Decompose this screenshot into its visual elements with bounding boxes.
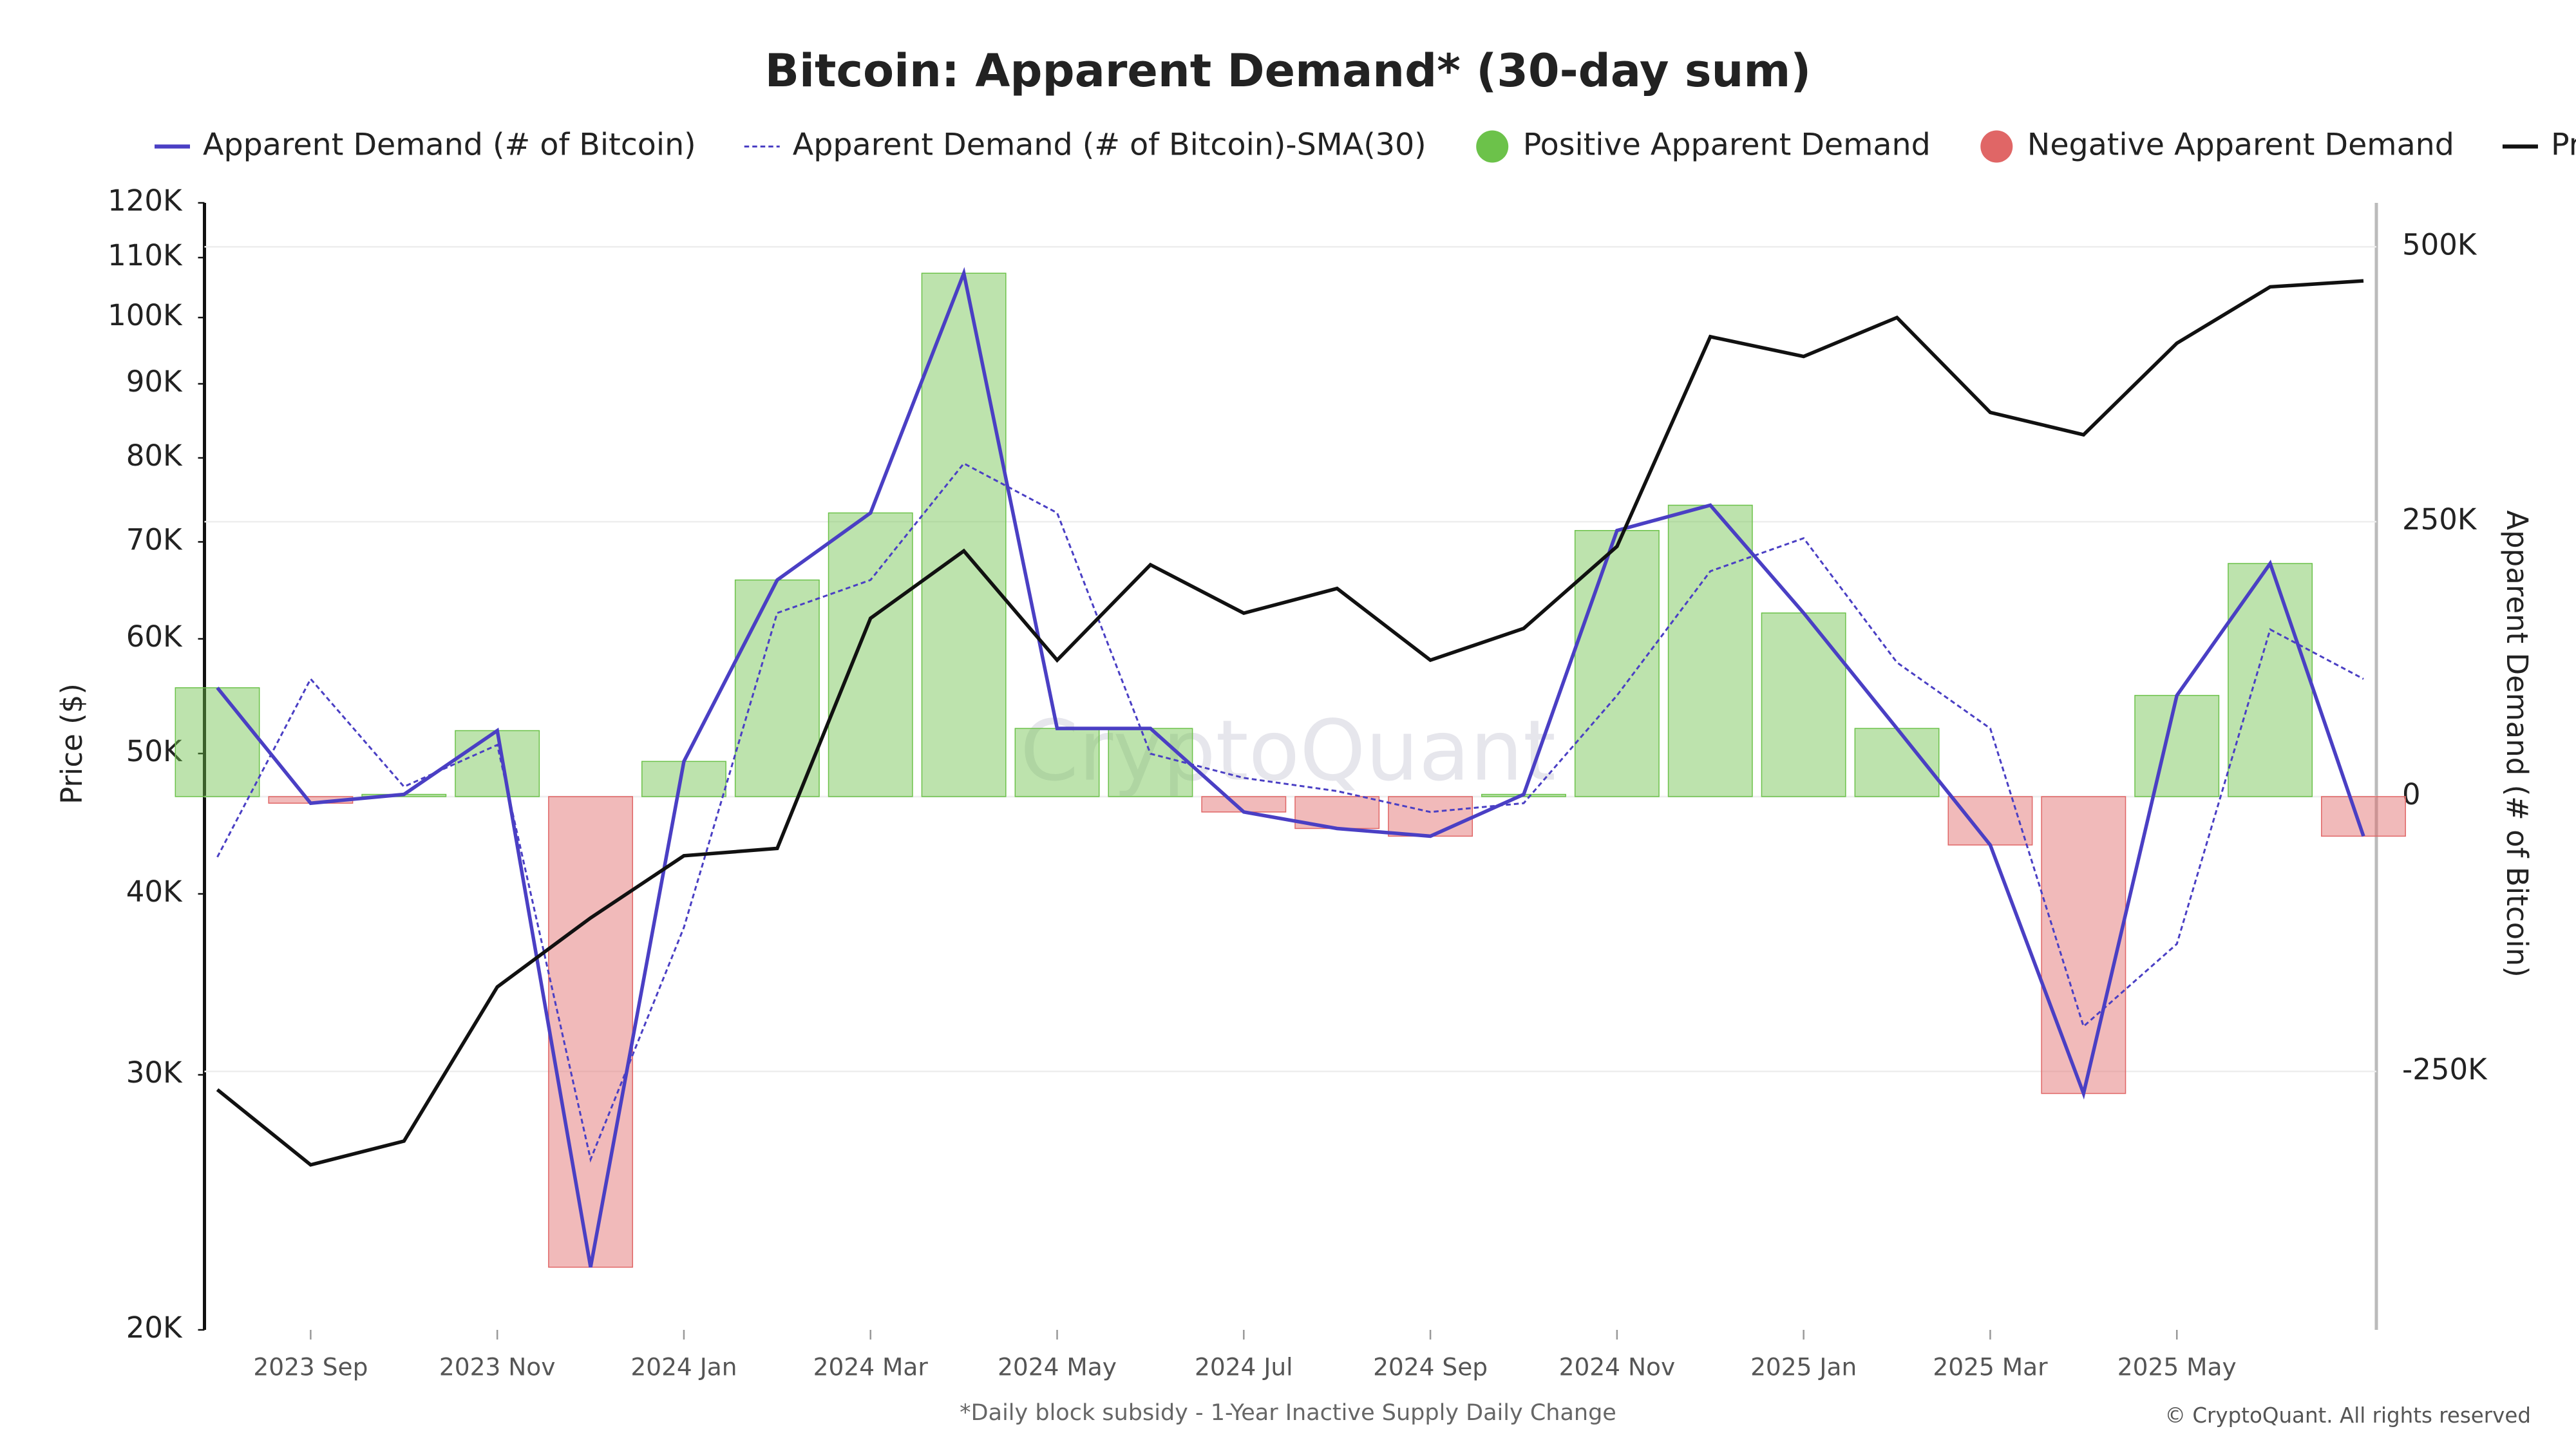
- y-tick-label: 30K: [126, 1056, 183, 1090]
- x-tick-label: 2024 May: [998, 1353, 1117, 1381]
- y-tick-label: 70K: [126, 522, 183, 556]
- y-tick-label: 20K: [126, 1311, 183, 1345]
- y-tick-label: 50K: [126, 734, 183, 768]
- series-line: [216, 279, 2364, 1167]
- demand-bar: [175, 687, 260, 797]
- x-tick-label: 2024 Jul: [1195, 1353, 1293, 1381]
- x-tick-label: 2025 Mar: [1933, 1353, 2048, 1381]
- footnote: *Daily block subsidy - 1-Year Inactive S…: [960, 1400, 1616, 1426]
- demand-bar: [2228, 563, 2313, 797]
- demand-bar: [1388, 796, 1473, 837]
- legend-label: Apparent Demand (# of Bitcoin): [203, 128, 696, 163]
- y2-tick-label: 250K: [2402, 502, 2477, 536]
- legend-label: Price: [2551, 128, 2576, 163]
- demand-bar: [828, 512, 913, 797]
- demand-bar: [1761, 612, 1846, 797]
- legend-label: Negative Apparent Demand: [2027, 128, 2454, 163]
- x-tick-label: 2024 Nov: [1559, 1353, 1676, 1381]
- chart-title: Bitcoin: Apparent Demand* (30-day sum): [765, 44, 1812, 97]
- y-tick-label: 120K: [108, 184, 183, 218]
- y-tick-label: 100K: [108, 298, 183, 332]
- demand-bar: [1574, 530, 1660, 797]
- demand-bar: [2134, 695, 2220, 797]
- legend-label: Apparent Demand (# of Bitcoin)-SMA(30): [793, 128, 1426, 163]
- y2-axis-label: Apparent Demand (# of Bitcoin): [2500, 510, 2534, 977]
- x-tick-label: 2024 Sep: [1373, 1353, 1488, 1381]
- x-tick-label: 2023 Nov: [439, 1353, 556, 1381]
- legend-label: Positive Apparent Demand: [1523, 128, 1931, 163]
- y-tick-label: 40K: [126, 875, 183, 909]
- demand-bar: [921, 272, 1007, 797]
- legend-swatch: [1980, 130, 2013, 163]
- y2-tick-label: -250K: [2402, 1052, 2488, 1086]
- x-tick-label: 2025 Jan: [1750, 1353, 1857, 1381]
- y-tick-label: 90K: [126, 365, 183, 399]
- y-tick-label: 60K: [126, 620, 183, 654]
- x-tick-label: 2023 Sep: [253, 1353, 368, 1381]
- demand-bar: [548, 796, 634, 1268]
- legend-swatch: [1476, 130, 1509, 163]
- demand-bar: [2321, 796, 2406, 837]
- demand-bar: [1667, 504, 1753, 797]
- demand-bar: [1108, 728, 1193, 797]
- x-tick-label: 2025 May: [2117, 1353, 2237, 1381]
- demand-bar: [734, 579, 820, 797]
- demand-bar: [455, 730, 540, 797]
- y-tick-label: 80K: [126, 439, 183, 473]
- y-tick-label: 110K: [108, 238, 183, 272]
- y2-tick-label: 500K: [2402, 227, 2477, 261]
- credit: © CryptoQuant. All rights reserved: [2164, 1403, 2531, 1428]
- demand-bar: [2041, 796, 2126, 1094]
- x-tick-label: 2024 Jan: [630, 1353, 737, 1381]
- x-tick-label: 2024 Mar: [813, 1353, 929, 1381]
- series-line: [216, 267, 2365, 1268]
- series-line: [216, 462, 2364, 1163]
- demand-bar: [1014, 728, 1100, 797]
- y-axis-label: Price ($): [55, 683, 89, 804]
